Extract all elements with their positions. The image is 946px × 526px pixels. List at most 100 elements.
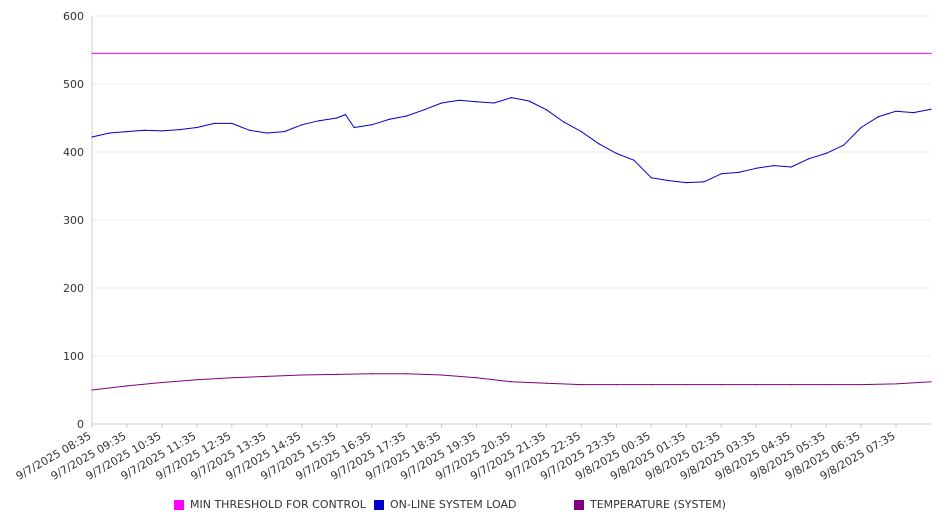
data-point-on-line-system-load (161, 130, 163, 132)
data-point-min-threshold-for-control (930, 52, 932, 55)
data-point-on-line-system-load (773, 165, 775, 167)
data-point-on-line-system-load (423, 109, 425, 111)
data-point-temperature-system (196, 379, 198, 381)
data-point-temperature-system (545, 382, 548, 384)
y-tick-label: 400 (63, 146, 84, 159)
data-point-on-line-system-load (685, 182, 687, 184)
data-point-temperature-system (406, 373, 408, 375)
legend: MIN THRESHOLD FOR CONTROL ON-LINE SYSTEM… (174, 498, 934, 514)
data-point-temperature-system (930, 381, 932, 383)
data-point-on-line-system-load (580, 131, 583, 133)
data-point-on-line-system-load (371, 124, 373, 126)
data-point-on-line-system-load (633, 159, 635, 161)
data-point-on-line-system-load (283, 131, 285, 133)
data-point-temperature-system (895, 383, 897, 385)
legend-swatch-min-threshold (174, 499, 184, 510)
legend-item-temperature: TEMPERATURE (SYSTEM) (574, 498, 726, 511)
data-point-temperature-system (825, 384, 827, 386)
data-point-on-line-system-load (598, 143, 600, 145)
data-point-on-line-system-load (178, 129, 180, 131)
data-point-temperature-system (475, 377, 478, 379)
data-point-on-line-system-load (510, 97, 513, 99)
data-point-on-line-system-load (353, 126, 355, 129)
data-point-temperature-system (790, 384, 792, 386)
data-point-temperature-system (615, 384, 618, 386)
data-point-on-line-system-load (126, 131, 128, 133)
data-point-on-line-system-load (650, 177, 652, 179)
data-point-temperature-system (650, 384, 652, 386)
data-point-on-line-system-load (878, 116, 880, 118)
data-point-on-line-system-load (458, 99, 460, 101)
data-point-on-line-system-load (545, 109, 548, 111)
data-point-on-line-system-load (406, 115, 408, 117)
legend-label-online-system-load: ON-LINE SYSTEM LOAD (390, 498, 517, 511)
legend-swatch-temperature (574, 499, 584, 510)
data-point-on-line-system-load (344, 114, 346, 116)
data-point-temperature-system (510, 381, 513, 383)
x-tick-labels: 9/7/2025 08:359/7/2025 09:359/7/2025 10:… (14, 424, 898, 483)
data-point-temperature-system (860, 384, 862, 386)
data-point-on-line-system-load (703, 181, 705, 183)
data-point-on-line-system-load (528, 100, 530, 102)
data-point-temperature-system (126, 385, 128, 387)
data-point-on-line-system-load (808, 158, 810, 160)
series-line-on-line-system-load (91, 97, 932, 184)
data-point-on-line-system-load (860, 126, 862, 129)
y-tick-label: 100 (63, 350, 84, 363)
data-point-on-line-system-load (738, 171, 740, 173)
data-point-temperature-system (161, 381, 163, 384)
legend-label-min-threshold: MIN THRESHOLD FOR CONTROL (190, 498, 366, 511)
y-tick-label: 600 (63, 10, 84, 23)
data-point-temperature-system (441, 374, 443, 376)
data-point-on-line-system-load (615, 152, 618, 154)
data-point-on-line-system-load (843, 144, 845, 146)
legend-swatch-online-system-load (374, 499, 384, 510)
data-point-on-line-system-load (301, 124, 303, 126)
data-point-temperature-system (685, 384, 687, 386)
y-tick-labels: 0 100 200 300 400 500 600 (63, 10, 84, 431)
data-point-on-line-system-load (213, 122, 215, 124)
data-point-on-line-system-load (895, 110, 897, 112)
data-point-temperature-system (301, 374, 303, 376)
data-point-temperature-system (580, 384, 583, 386)
data-point-min-threshold-for-control (91, 52, 93, 55)
legend-item-min-threshold: MIN THRESHOLD FOR CONTROL (174, 498, 366, 511)
data-point-temperature-system (755, 384, 757, 386)
data-point-on-line-system-load (912, 112, 915, 114)
legend-label-temperature: TEMPERATURE (SYSTEM) (590, 498, 726, 511)
data-point-on-line-system-load (441, 102, 443, 104)
data-point-on-line-system-load (930, 108, 932, 110)
y-tick-label: 0 (77, 418, 84, 431)
y-tick-label: 500 (63, 78, 84, 91)
data-point-on-line-system-load (196, 126, 198, 129)
data-point-temperature-system (231, 377, 233, 379)
data-point-on-line-system-load (143, 129, 145, 131)
data-point-temperature-system (266, 375, 268, 377)
data-point-on-line-system-load (266, 132, 268, 134)
data-point-on-line-system-load (790, 166, 792, 168)
data-point-on-line-system-load (720, 173, 722, 175)
data-point-on-line-system-load (336, 117, 338, 119)
series-lines (91, 52, 932, 391)
data-point-on-line-system-load (248, 129, 250, 131)
y-tick-label: 300 (63, 214, 84, 227)
data-point-temperature-system (371, 373, 373, 375)
data-point-on-line-system-load (668, 180, 670, 182)
data-point-on-line-system-load (91, 136, 93, 138)
data-point-temperature-system (91, 389, 93, 391)
data-point-on-line-system-load (825, 152, 827, 154)
y-tick-label: 200 (63, 282, 84, 295)
grid-lines (92, 15, 931, 357)
data-point-on-line-system-load (755, 167, 757, 169)
data-point-on-line-system-load (318, 120, 320, 122)
data-point-temperature-system (720, 384, 722, 386)
data-point-on-line-system-load (231, 122, 233, 124)
data-point-on-line-system-load (475, 101, 478, 103)
data-point-on-line-system-load (563, 121, 565, 123)
data-point-temperature-system (336, 373, 338, 375)
data-point-on-line-system-load (493, 102, 495, 104)
data-point-on-line-system-load (388, 118, 390, 120)
legend-item-online-system-load: ON-LINE SYSTEM LOAD (374, 498, 516, 511)
data-point-on-line-system-load (108, 132, 111, 134)
